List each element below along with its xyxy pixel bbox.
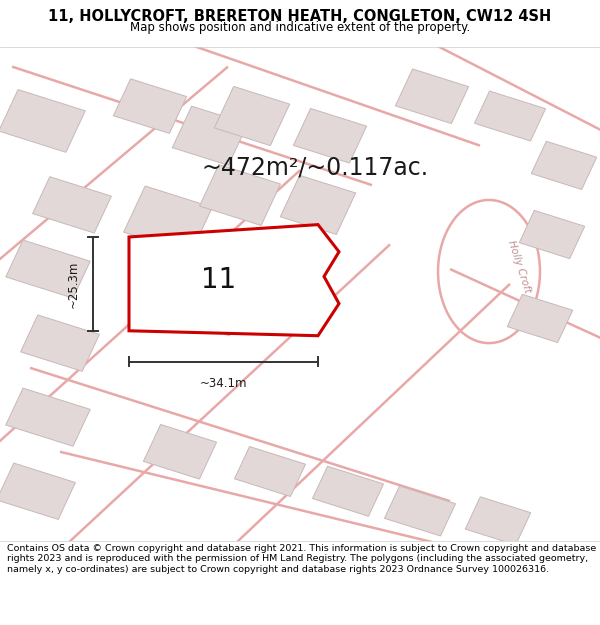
Text: ~25.3m: ~25.3m (67, 260, 80, 308)
Polygon shape (129, 224, 339, 336)
Polygon shape (200, 164, 280, 226)
Text: ~34.1m: ~34.1m (200, 377, 247, 390)
Polygon shape (124, 186, 212, 253)
Polygon shape (0, 89, 85, 152)
Polygon shape (313, 466, 383, 516)
Polygon shape (531, 141, 597, 189)
Text: Contains OS data © Crown copyright and database right 2021. This information is : Contains OS data © Crown copyright and d… (7, 544, 596, 574)
Polygon shape (143, 424, 217, 479)
Polygon shape (113, 79, 187, 133)
Text: Map shows position and indicative extent of the property.: Map shows position and indicative extent… (130, 21, 470, 34)
Text: 11: 11 (202, 266, 236, 294)
Polygon shape (214, 86, 290, 146)
Polygon shape (173, 281, 247, 336)
Polygon shape (20, 315, 100, 371)
Polygon shape (172, 106, 248, 166)
Polygon shape (0, 463, 76, 519)
Polygon shape (475, 91, 545, 141)
Polygon shape (6, 388, 90, 446)
Text: ~472m²/~0.117ac.: ~472m²/~0.117ac. (201, 156, 428, 180)
Polygon shape (395, 69, 469, 124)
Polygon shape (507, 294, 573, 343)
Polygon shape (32, 177, 112, 233)
Text: 11, HOLLYCROFT, BRERETON HEATH, CONGLETON, CW12 4SH: 11, HOLLYCROFT, BRERETON HEATH, CONGLETO… (49, 9, 551, 24)
Polygon shape (280, 175, 356, 234)
Polygon shape (519, 211, 585, 259)
Text: Holly Croft: Holly Croft (506, 239, 532, 294)
Polygon shape (6, 240, 90, 298)
Polygon shape (235, 446, 305, 496)
Polygon shape (465, 497, 531, 545)
Polygon shape (385, 486, 455, 536)
Polygon shape (293, 109, 367, 163)
